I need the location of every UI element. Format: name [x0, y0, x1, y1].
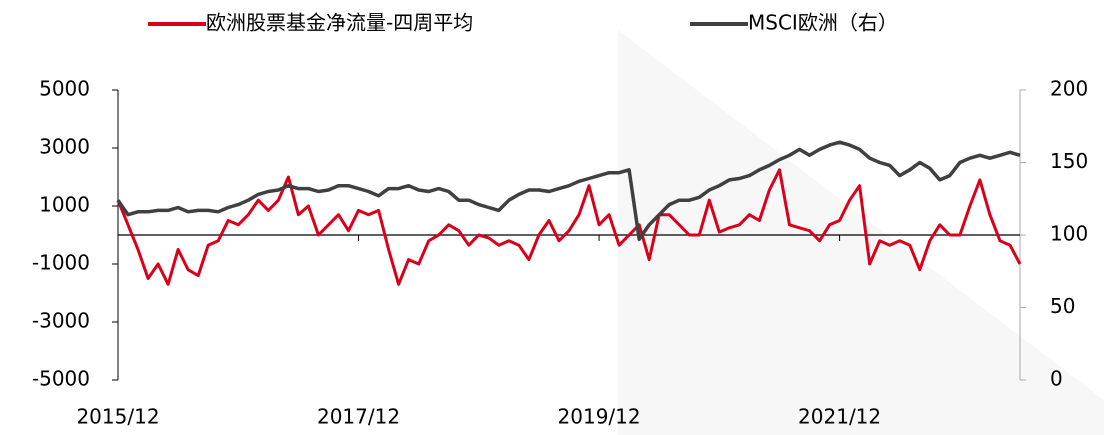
background-shade: [618, 30, 1104, 435]
y-tick-label: -3000: [32, 309, 90, 333]
y2-tick-label: 50: [1050, 294, 1075, 318]
series-line: [116, 140, 1021, 242]
series-line: [116, 168, 1022, 286]
legend-label: MSCI欧洲（右）: [748, 11, 898, 35]
legend-label: 欧洲股票基金净流量-四周平均: [206, 11, 473, 35]
y-tick-label: -1000: [32, 251, 90, 275]
y-tick-label: 1000: [39, 193, 90, 217]
y2-tick-label: 0: [1050, 367, 1063, 391]
x-tick-label: 2017/12: [317, 405, 400, 429]
x-tick-label: 2021/12: [798, 405, 881, 429]
y-tick-label: 5000: [39, 77, 90, 101]
y-tick-label: 3000: [39, 135, 90, 159]
y2-tick-label: 150: [1050, 149, 1088, 173]
x-tick-label: 2019/12: [558, 405, 641, 429]
y2-tick-label: 100: [1050, 222, 1088, 246]
y2-tick-label: 200: [1050, 77, 1088, 101]
y-tick-label: -5000: [32, 367, 90, 391]
x-tick-label: 2015/12: [76, 405, 159, 429]
